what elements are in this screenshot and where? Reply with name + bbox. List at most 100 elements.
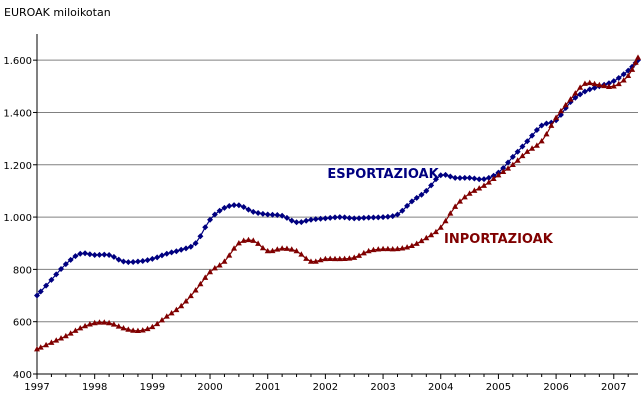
data-point: [283, 245, 290, 251]
data-point: [211, 211, 218, 218]
data-point: [476, 176, 483, 183]
data-point: [596, 81, 603, 88]
data-point: [154, 254, 161, 261]
data-point: [72, 327, 79, 333]
data-point: [351, 215, 358, 222]
data-point: [187, 292, 194, 299]
data-point: [274, 211, 281, 218]
data-point: [365, 214, 372, 221]
data-point: [62, 261, 69, 268]
data-point: [519, 143, 526, 150]
data-point: [96, 251, 103, 258]
data-point: [240, 237, 247, 243]
data-point: [37, 288, 44, 295]
data-point: [399, 245, 406, 251]
x-tick-label: 2002: [313, 382, 338, 393]
data-point: [461, 194, 468, 200]
data-point: [192, 287, 199, 293]
data-point: [139, 327, 146, 333]
data-point: [356, 215, 363, 222]
data-point: [245, 236, 252, 243]
data-point: [221, 258, 228, 264]
data-point: [625, 67, 632, 74]
data-point: [577, 91, 584, 98]
data-point: [264, 247, 271, 254]
data-point: [341, 255, 348, 261]
data-point: [303, 255, 310, 261]
x-tick-label: 1998: [82, 382, 107, 393]
data-point: [452, 174, 459, 181]
data-point: [615, 74, 622, 81]
data-point: [288, 246, 295, 252]
data-point: [134, 258, 141, 265]
data-point: [351, 254, 358, 260]
data-point: [605, 83, 612, 89]
data-point: [327, 255, 334, 261]
data-point: [48, 276, 55, 283]
data-point: [317, 215, 324, 222]
data-point: [471, 187, 478, 193]
data-point: [82, 250, 89, 257]
data-point: [418, 237, 425, 244]
data-point: [509, 161, 516, 167]
data-point: [524, 138, 531, 145]
data-point: [82, 322, 89, 329]
data-point: [625, 72, 632, 79]
data-point: [394, 245, 401, 252]
data-point: [226, 252, 233, 258]
data-point: [533, 126, 540, 133]
data-point: [226, 203, 233, 210]
data-point: [394, 211, 401, 218]
data-point: [365, 247, 372, 254]
data-point: [591, 84, 598, 91]
data-point: [413, 194, 420, 201]
data-point: [562, 101, 569, 108]
data-point: [620, 71, 627, 78]
data-point: [605, 80, 612, 87]
data-point: [91, 319, 98, 326]
data-point: [509, 153, 516, 160]
data-point: [476, 185, 483, 191]
data-point: [62, 332, 69, 339]
data-point: [158, 252, 165, 259]
data-point: [481, 176, 488, 183]
data-point: [34, 345, 40, 352]
data-point: [601, 82, 608, 89]
data-point: [298, 251, 305, 257]
data-point: [370, 246, 377, 253]
data-point: [178, 246, 185, 253]
data-point: [307, 258, 314, 264]
data-point: [115, 256, 122, 263]
data-point: [255, 210, 262, 217]
data-point: [466, 174, 473, 181]
data-point: [207, 268, 214, 275]
data-point: [173, 248, 180, 255]
data-point: [245, 206, 252, 213]
data-point: [500, 165, 507, 172]
data-point: [101, 319, 108, 325]
data-point: [490, 175, 497, 182]
series-group: [34, 54, 641, 352]
data-point: [231, 245, 238, 251]
data-point: [581, 88, 588, 95]
data-point: [303, 217, 310, 224]
data-point: [43, 282, 50, 289]
data-point: [183, 298, 190, 304]
data-point: [586, 79, 593, 86]
data-point: [423, 187, 430, 194]
data-point: [120, 258, 127, 265]
data-point: [293, 247, 300, 254]
data-point: [384, 245, 391, 252]
data-point: [168, 309, 175, 316]
data-point: [269, 247, 276, 254]
data-point: [423, 234, 430, 241]
data-point: [519, 152, 526, 159]
data-point: [312, 216, 319, 223]
data-point: [360, 214, 367, 221]
data-point: [183, 245, 190, 252]
data-point: [221, 204, 228, 211]
data-point: [336, 255, 343, 262]
data-point: [158, 316, 165, 323]
data-point: [533, 142, 540, 148]
data-point: [500, 168, 507, 175]
